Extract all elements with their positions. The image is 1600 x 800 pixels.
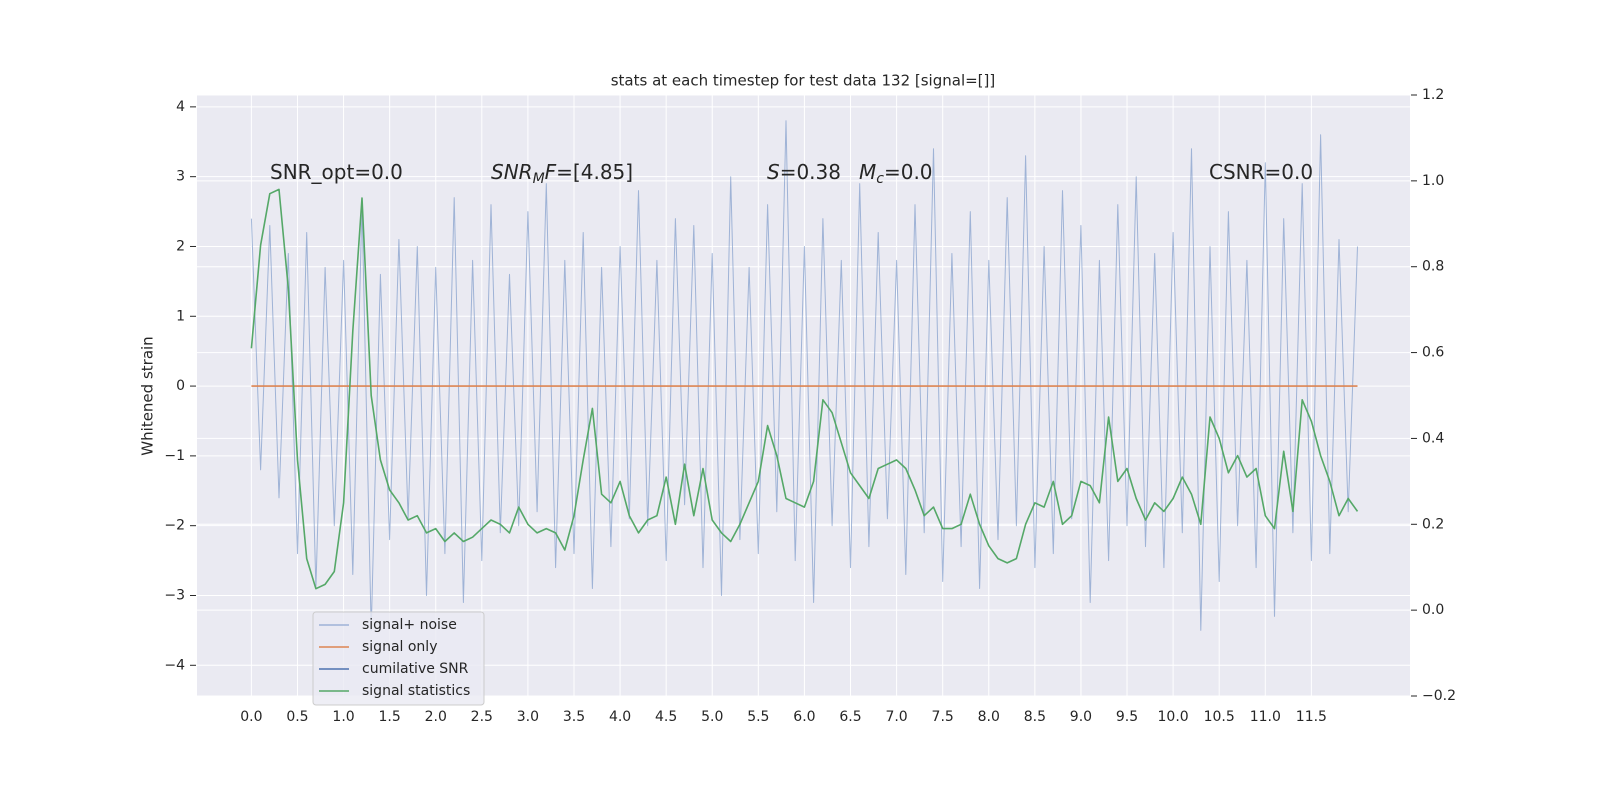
legend-label: cumilative SNR (362, 661, 469, 677)
x-tick-label: 11.5 (1296, 709, 1327, 725)
annotation-part: F (545, 160, 557, 184)
y-tick-label: −2 (164, 518, 185, 534)
x-tick-label: 6.5 (839, 709, 861, 725)
y2-tick-label: 1.0 (1422, 173, 1444, 189)
x-tick-label: 5.5 (747, 709, 769, 725)
x-tick-label: 8.5 (1024, 709, 1046, 725)
y-tick-label: 1 (176, 308, 185, 324)
y2-tick-label: −0.2 (1422, 688, 1456, 704)
y-tick-label: −1 (164, 448, 185, 464)
x-tick-label: 7.5 (932, 709, 954, 725)
legend-label: signal statistics (362, 683, 470, 699)
annotation-part: =[4.85] (556, 160, 633, 184)
x-tick-label: 4.0 (609, 709, 631, 725)
y2-tick-label: 0.0 (1422, 602, 1444, 618)
axes: 0.0 0.5 1.0 1.5 2.0 2.5 3.0 3.5 4.0 4.5 5.0 5.5 6.0 6… (164, 87, 1456, 725)
x-tick-label: 5.0 (701, 709, 723, 725)
x-tick-label: 11.0 (1250, 709, 1281, 725)
annotation-part: =0.0 (884, 160, 933, 184)
x-tick-label: 9.0 (1070, 709, 1092, 725)
chart-title: stats at each timestep for test data 132… (611, 72, 996, 90)
y-tick-label: 4 (176, 99, 185, 115)
legend: signal+ noise signal only cumilative SNR si… (312, 611, 485, 706)
legend-label: signal+ noise (362, 617, 457, 633)
annotation: CSNR=0.0 (1209, 160, 1313, 184)
y2-tick-label: 0.6 (1422, 345, 1444, 361)
x-tick-label: 0.5 (286, 709, 308, 725)
annotation-part: SNR_opt=0.0 (270, 160, 403, 184)
annotation-part: M (859, 160, 876, 184)
y-tick-label: 2 (176, 238, 185, 254)
y2-tick-label: 0.4 (1422, 430, 1444, 446)
annotation: Mc=0.0 (859, 160, 933, 188)
annotation: S=0.38 (767, 160, 841, 184)
annotation-part: M (533, 171, 545, 187)
y2-tick-label: 0.2 (1422, 516, 1444, 532)
annotation-part: S (767, 160, 780, 184)
annotation-part: =0.38 (780, 160, 841, 184)
annotation-part: c (876, 171, 884, 187)
x-tick-label: 10.0 (1158, 709, 1189, 725)
x-tick-label: 2.0 (425, 709, 447, 725)
x-tick-label: 6.0 (793, 709, 815, 725)
legend-box (312, 611, 485, 706)
plot-area (197, 95, 1410, 696)
x-tick-label: 10.5 (1204, 709, 1235, 725)
y-tick-label: 0 (176, 378, 185, 394)
series-line (250, 188, 1359, 590)
annotation: SNRMF=[4.85] (491, 160, 633, 188)
y-tick-label: −4 (164, 657, 185, 673)
x-tick-label: 1.0 (332, 709, 354, 725)
series-line (250, 120, 1358, 631)
x-tick-label: 7.0 (885, 709, 907, 725)
annotation-part: CSNR=0.0 (1209, 160, 1313, 184)
y2-tick-label: 0.8 (1422, 259, 1444, 275)
annotation: SNR_opt=0.0 (270, 160, 403, 184)
x-tick-label: 8.0 (978, 709, 1000, 725)
x-tick-label: 3.0 (517, 709, 539, 725)
plot (250, 120, 1359, 631)
y-tick-label: 3 (176, 169, 185, 185)
annotations: SNR_opt=0.0 SNRMF=[4.85] S=0.38 Mc=0.0 CSNR=… (270, 160, 1313, 188)
x-tick-label: 3.5 (563, 709, 585, 725)
y-tick-label: −3 (164, 587, 185, 603)
y-axis-label: Whitened strain (139, 336, 157, 455)
x-tick-label: 1.5 (379, 709, 401, 725)
y2-tick-label: 1.2 (1422, 87, 1444, 103)
annotation-part: SNR (491, 160, 533, 184)
x-tick-label: 9.5 (1116, 709, 1138, 725)
x-tick-label: 4.5 (655, 709, 677, 725)
legend-label: signal only (362, 639, 437, 655)
x-tick-label: 2.5 (471, 709, 493, 725)
x-tick-label: 0.0 (240, 709, 262, 725)
